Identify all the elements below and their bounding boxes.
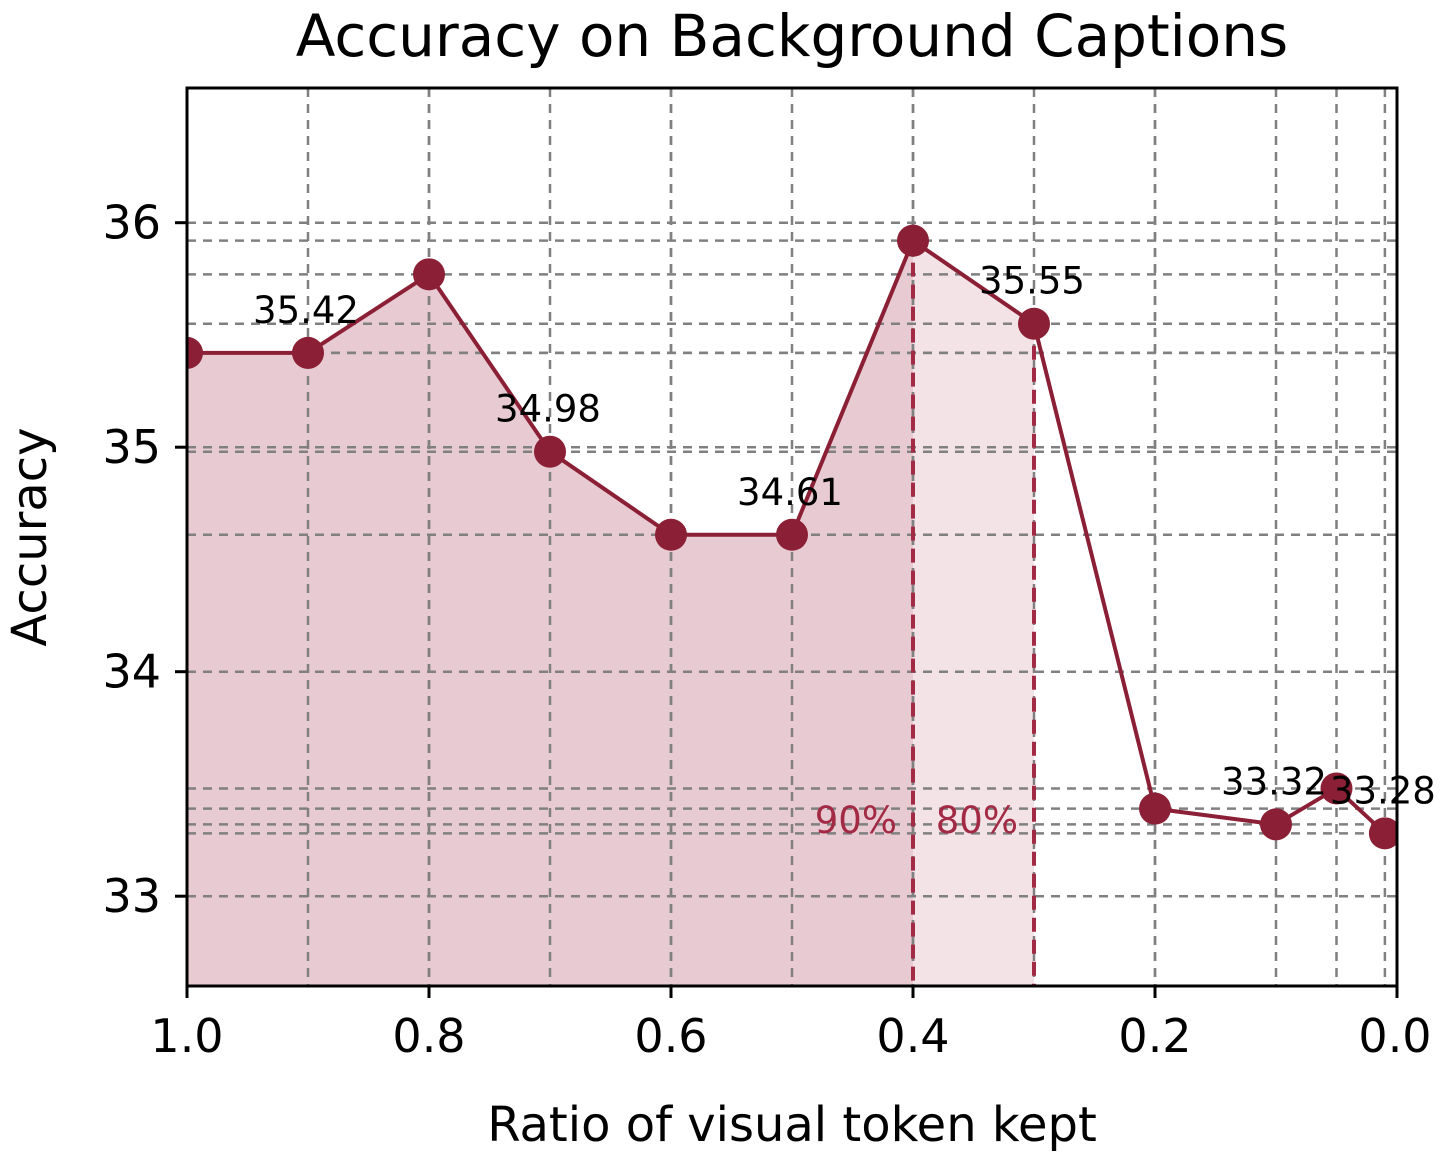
x-tick-label: 0.8 <box>392 1009 465 1063</box>
data-label: 34.98 <box>495 388 601 431</box>
x-tick-label: 0.2 <box>1118 1009 1191 1063</box>
threshold-label-90: 90% <box>815 799 897 842</box>
y-tick-label: 33 <box>102 869 161 923</box>
y-tick-label: 34 <box>102 645 161 699</box>
x-axis-label: Ratio of visual token kept <box>487 1097 1097 1153</box>
data-point <box>187 336 203 369</box>
data-label: 35.42 <box>253 289 359 332</box>
data-point <box>1368 817 1397 850</box>
data-point <box>1320 772 1353 805</box>
axes-frame <box>185 86 1399 988</box>
data-point <box>655 518 687 551</box>
data-point <box>413 258 445 291</box>
data-point <box>1260 808 1292 841</box>
data-label: 35.55 <box>979 260 1085 303</box>
y-axis-label: Accuracy <box>2 427 58 646</box>
area-fill-90 <box>187 240 913 986</box>
x-tick-label: 0.4 <box>876 1009 949 1063</box>
data-point <box>1018 307 1050 340</box>
data-point <box>292 336 324 369</box>
data-label: 33.32 <box>1221 760 1327 803</box>
y-tick-label: 36 <box>102 196 161 250</box>
data-point <box>534 435 566 468</box>
data-point <box>776 518 808 551</box>
threshold-label-80: 80% <box>936 799 1018 842</box>
y-tick-label: 35 <box>102 420 161 474</box>
data-point <box>1139 792 1171 825</box>
data-label: 34.61 <box>737 471 843 514</box>
data-label: 33.28 <box>1330 769 1436 812</box>
chart-title: Accuracy on Background Captions <box>296 2 1289 70</box>
area-fill-80 <box>913 240 1034 986</box>
x-tick-label: 1.0 <box>150 1009 223 1063</box>
x-tick-label: 0.0 <box>1358 1009 1431 1063</box>
x-tick-label: 0.6 <box>634 1009 707 1063</box>
data-point <box>897 224 929 257</box>
